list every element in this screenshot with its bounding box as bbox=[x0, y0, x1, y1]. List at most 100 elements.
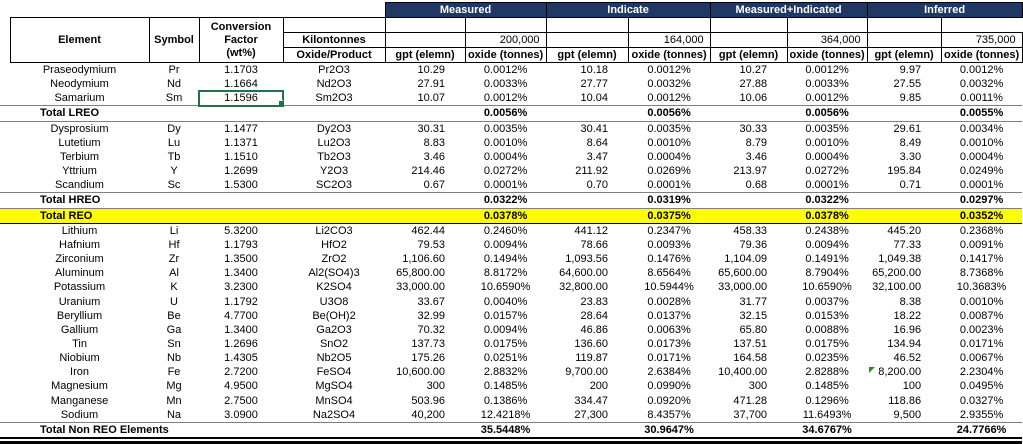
gpt-value-cell[interactable]: 30.33 bbox=[739, 122, 768, 135]
symbol-cell[interactable]: K bbox=[170, 281, 178, 294]
element-name-cell[interactable]: Yttrium bbox=[62, 165, 97, 178]
oxide-product-cell[interactable]: Ga2O3 bbox=[316, 323, 352, 336]
empty-header-cell[interactable] bbox=[545, 17, 629, 33]
oxide-value-cell[interactable]: 0.0004% bbox=[483, 150, 528, 163]
gpt-value-cell[interactable]: 23.83 bbox=[580, 295, 609, 308]
gpt-value-cell[interactable]: 134.94 bbox=[887, 337, 922, 350]
gpt-value-cell[interactable]: 1,106.60 bbox=[402, 253, 446, 266]
oxide-value-cell[interactable]: 0.0012% bbox=[483, 64, 528, 76]
symbol-cell[interactable]: Li bbox=[169, 224, 179, 237]
oxide-value-cell[interactable]: 0.1494% bbox=[483, 253, 528, 266]
oxide-value-cell[interactable]: 0.0023% bbox=[959, 323, 1004, 336]
oxide-value-cell[interactable]: 0.0032% bbox=[647, 78, 691, 91]
gpt-value-cell[interactable]: 40,200 bbox=[411, 408, 446, 421]
oxide-value-cell[interactable]: 8.6564% bbox=[647, 267, 691, 280]
oxide-value-cell[interactable]: 0.0001% bbox=[647, 179, 691, 192]
gpt-value-cell[interactable] bbox=[546, 208, 628, 223]
oxide-value-cell[interactable]: 0.0011% bbox=[960, 92, 1003, 105]
gpt-value-cell[interactable]: 32,100.00 bbox=[872, 281, 922, 294]
oxide-value-cell[interactable]: 0.0001% bbox=[483, 179, 528, 192]
gpt-value-cell[interactable]: 195.84 bbox=[887, 165, 922, 178]
col-header-conversion-factor[interactable]: Conversion Factor (wt%) bbox=[198, 17, 284, 63]
conversion-factor-cell[interactable]: 3.0900 bbox=[224, 408, 258, 421]
gpt-value-cell[interactable]: 27.88 bbox=[739, 78, 768, 91]
oxide-value-cell[interactable]: 24.7766% bbox=[956, 423, 1007, 436]
gpt-value-cell[interactable]: 33,000.00 bbox=[718, 281, 768, 294]
oxide-value-cell[interactable]: 0.0063% bbox=[647, 323, 691, 336]
kilotonnes-value-measured-indicated[interactable]: 364,000 bbox=[786, 32, 868, 48]
gpt-value-cell[interactable]: 10.18 bbox=[580, 64, 609, 76]
symbol-cell[interactable]: Y bbox=[170, 165, 178, 178]
group-header-indicate[interactable]: Indicate bbox=[545, 2, 711, 18]
oxide-value-cell[interactable]: 30.9647% bbox=[644, 423, 694, 436]
oxide-header[interactable]: oxide (tonnes) bbox=[627, 47, 711, 63]
symbol-cell[interactable]: Mn bbox=[166, 394, 182, 407]
element-name-cell[interactable]: Beryllium bbox=[56, 309, 103, 322]
gpt-value-cell[interactable]: 0.68 bbox=[745, 179, 768, 192]
gpt-value-cell[interactable]: 8.38 bbox=[899, 295, 922, 308]
oxide-value-cell[interactable]: 0.0235% bbox=[805, 352, 849, 365]
gpt-value-cell[interactable]: 32.99 bbox=[417, 309, 446, 322]
oxide-value-cell[interactable]: 0.0171% bbox=[959, 337, 1004, 350]
oxide-product-cell[interactable]: Li2CO3 bbox=[315, 224, 353, 237]
oxide-value-cell[interactable]: 0.0251% bbox=[483, 352, 528, 365]
gpt-value-cell[interactable] bbox=[546, 193, 628, 208]
empty-header-cell[interactable] bbox=[866, 32, 942, 48]
oxide-value-cell[interactable]: 10.5944% bbox=[644, 281, 694, 294]
gpt-value-cell[interactable]: 65,800.00 bbox=[396, 267, 446, 280]
gpt-value-cell[interactable]: 32,800.00 bbox=[559, 281, 609, 294]
oxide-product-cell[interactable]: Y2O3 bbox=[319, 165, 349, 178]
oxide-value-cell[interactable]: 0.2438% bbox=[805, 224, 849, 237]
gpt-value-cell[interactable]: 3.46 bbox=[745, 150, 768, 163]
oxide-value-cell[interactable]: 0.0056% bbox=[483, 107, 528, 120]
oxide-value-cell[interactable]: 0.0001% bbox=[959, 179, 1004, 192]
oxide-value-cell[interactable]: 0.0088% bbox=[805, 323, 849, 336]
gpt-value-cell[interactable]: 458.33 bbox=[733, 224, 768, 237]
gpt-value-cell[interactable]: 0.70 bbox=[586, 179, 609, 192]
element-name-cell[interactable]: Magnesium bbox=[51, 380, 108, 393]
oxide-value-cell[interactable]: 0.0920% bbox=[647, 394, 691, 407]
gpt-value-cell[interactable]: 27.91 bbox=[417, 78, 446, 91]
oxide-value-cell[interactable]: 0.0004% bbox=[647, 150, 691, 163]
gpt-value-cell[interactable]: 9.97 bbox=[899, 64, 922, 76]
conversion-factor-cell[interactable]: 1.1510 bbox=[224, 150, 258, 163]
total-label-cell[interactable]: Total HREO bbox=[40, 194, 101, 207]
oxide-value-cell[interactable]: 10.6590% bbox=[480, 281, 531, 294]
oxide-value-cell[interactable]: 8.4357% bbox=[647, 408, 691, 421]
gpt-value-cell[interactable] bbox=[710, 106, 787, 121]
symbol-cell[interactable]: Sm bbox=[165, 92, 183, 105]
gpt-value-cell[interactable]: 70.32 bbox=[417, 323, 446, 336]
empty-header-cell[interactable] bbox=[545, 32, 629, 48]
oxide-product-cell[interactable]: U3O8 bbox=[319, 295, 349, 308]
empty-header-cell[interactable] bbox=[384, 17, 466, 33]
oxide-value-cell[interactable]: 11.6493% bbox=[802, 408, 852, 421]
oxide-value-cell[interactable]: 0.0093% bbox=[647, 238, 691, 251]
conversion-factor-cell[interactable]: 1.3400 bbox=[224, 323, 258, 336]
oxide-value-cell[interactable]: 0.1485% bbox=[805, 380, 849, 393]
oxide-value-cell[interactable]: 0.0033% bbox=[805, 78, 849, 91]
element-name-cell[interactable]: Lutetium bbox=[58, 136, 101, 149]
gpt-value-cell[interactable]: 79.36 bbox=[739, 238, 768, 251]
oxide-value-cell[interactable]: 0.0001% bbox=[805, 179, 849, 192]
oxide-value-cell[interactable]: 0.0010% bbox=[959, 295, 1004, 308]
gpt-value-cell[interactable]: 175.26 bbox=[411, 352, 446, 365]
gpt-value-cell[interactable]: 137.51 bbox=[733, 337, 768, 350]
kilotonnes-value-inferred[interactable]: 735,000 bbox=[940, 32, 1023, 48]
gpt-value-cell[interactable] bbox=[385, 106, 465, 121]
element-name-cell[interactable]: Terbium bbox=[59, 150, 100, 163]
gpt-value-cell[interactable]: 471.28 bbox=[733, 394, 768, 407]
gpt-value-cell[interactable]: 1,104.09 bbox=[724, 253, 768, 266]
gpt-value-cell[interactable]: 10.06 bbox=[739, 92, 768, 105]
oxide-value-cell[interactable]: 0.0272% bbox=[805, 165, 849, 178]
conversion-factor-cell[interactable]: 1.1792 bbox=[224, 295, 258, 308]
symbol-cell[interactable]: Pr bbox=[168, 64, 180, 76]
element-name-cell[interactable]: Iron bbox=[70, 366, 89, 379]
oxide-value-cell[interactable]: 2.9355% bbox=[959, 408, 1004, 421]
oxide-value-cell[interactable]: 0.0035% bbox=[647, 122, 691, 135]
gpt-value-cell[interactable]: 8.79 bbox=[745, 136, 768, 149]
empty-header-cell[interactable] bbox=[282, 17, 386, 33]
oxide-value-cell[interactable]: 0.0037% bbox=[805, 295, 849, 308]
oxide-value-cell[interactable]: 0.0010% bbox=[959, 136, 1004, 149]
conversion-factor-cell[interactable]: 1.4305 bbox=[224, 352, 258, 365]
oxide-value-cell[interactable]: 0.0033% bbox=[483, 78, 528, 91]
